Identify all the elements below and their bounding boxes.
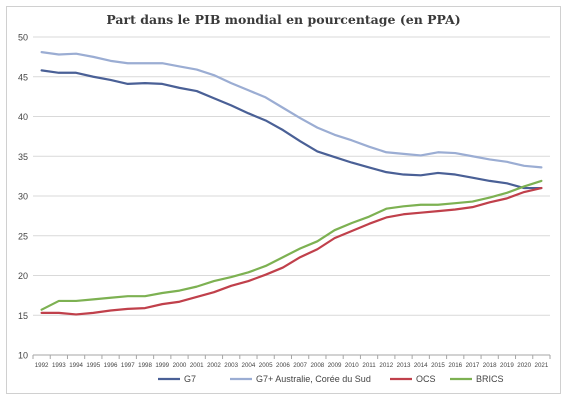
chart-title: Part dans le PIB mondial en pourcentage … [106,12,461,27]
x-tick-label-2000: 2000 [173,362,187,369]
x-tick-label-2020: 2020 [517,362,531,369]
x-tick-label-2018: 2018 [483,362,497,369]
x-tick-label-2014: 2014 [414,362,428,369]
x-tick-label-1995: 1995 [86,362,100,369]
x-tick-label-1998: 1998 [138,362,152,369]
x-tick-label-1999: 1999 [155,362,169,369]
series-line-2 [40,186,543,316]
x-tick-label-2013: 2013 [397,362,411,369]
x-tick-label-1997: 1997 [121,362,135,369]
x-tick-label-1993: 1993 [52,362,66,369]
legend-label-1: G7+ Australie, Corée du Sud [256,374,371,384]
y-tick-label-50: 50 [18,33,28,43]
x-tick-label-2019: 2019 [500,362,514,369]
x-tick-label-2004: 2004 [242,362,256,369]
x-tick-label-2003: 2003 [224,362,238,369]
series-line-0 [40,69,543,190]
x-tick-label-2016: 2016 [448,362,462,369]
series-line-3 [40,179,543,311]
x-tick-label-2010: 2010 [345,362,359,369]
x-tick-label-2015: 2015 [431,362,445,369]
legend-label-3: BRICS [476,374,504,384]
legend-label-2: OCS [416,374,436,384]
x-tick-label-2011: 2011 [362,362,376,369]
x-tick-label-2017: 2017 [466,362,480,369]
x-tick-label-1994: 1994 [69,362,83,369]
y-tick-label-10: 10 [18,351,28,361]
legend-label-0: G7 [184,374,196,384]
series-line-1 [40,51,543,169]
y-tick-label-30: 30 [18,192,28,202]
y-tick-label-40: 40 [18,112,28,122]
y-tick-label-20: 20 [18,271,28,281]
x-tick-label-2005: 2005 [259,362,273,369]
x-tick-label-2021: 2021 [535,362,549,369]
x-tick-label-1996: 1996 [104,362,118,369]
x-tick-label-2012: 2012 [379,362,393,369]
x-tick-label-1992: 1992 [35,362,49,369]
chart-frame [6,6,561,394]
y-tick-label-45: 45 [18,72,28,82]
x-tick-label-2008: 2008 [310,362,324,369]
x-tick-label-2009: 2009 [328,362,342,369]
x-tick-label-2002: 2002 [207,362,221,369]
x-tick-label-2007: 2007 [293,362,307,369]
y-tick-label-35: 35 [18,152,28,162]
y-tick-label-15: 15 [18,311,28,321]
y-tick-label-25: 25 [18,231,28,241]
x-tick-label-2006: 2006 [276,362,290,369]
x-tick-label-2001: 2001 [190,362,204,369]
